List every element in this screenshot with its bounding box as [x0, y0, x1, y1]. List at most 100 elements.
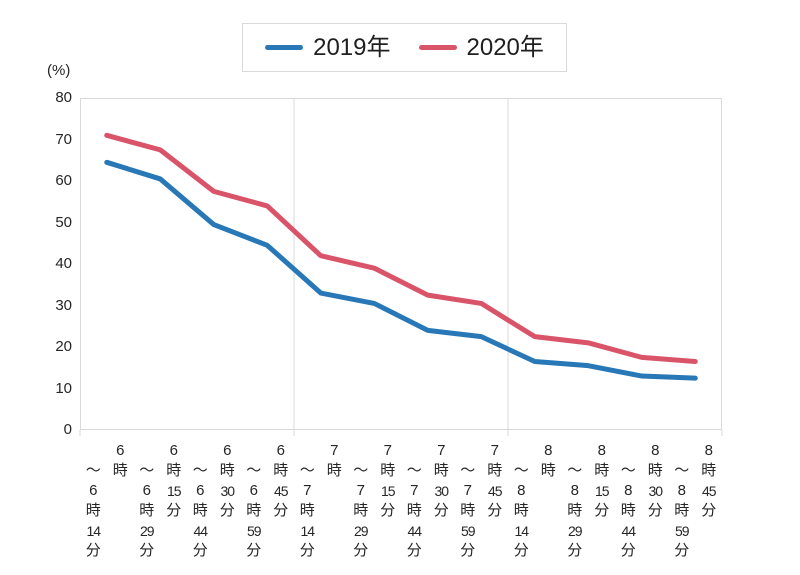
x-tick-label-char: 〜 [139, 462, 155, 479]
x-tick-label-char: 14 [300, 523, 315, 539]
x-tick-label-char: 7 [437, 442, 446, 459]
x-tick-label-char: 〜 [192, 462, 208, 479]
x-tick-label: 〜 7 時 44 分 7 時 30 分 [406, 441, 449, 561]
x-tick-label-char: 29 [139, 523, 155, 539]
x-tick-label-column: 8 時 30 分 [647, 441, 663, 561]
x-tick-label: 〜 7 時 29 分 7 時 15 分 [353, 441, 396, 561]
line-chart [79, 98, 723, 436]
x-tick-label-char: 分 [139, 542, 155, 559]
x-tick-label-char: 時 [567, 502, 583, 519]
x-tick-label-char: 分 [647, 502, 663, 519]
x-tick-label-char: 分 [353, 542, 369, 559]
x-tick-label-char: 時 [674, 502, 690, 519]
y-tick-label-10: 10 [55, 379, 72, 397]
x-tick-label-char: 分 [380, 502, 396, 519]
x-tick-label-char: 分 [433, 502, 449, 519]
x-tick-label-column: 〜 8 時 29 分 [567, 461, 583, 561]
x-tick-label-char: 7 [383, 442, 392, 459]
x-tick-label-column: 〜 6 時 14 分 [85, 461, 101, 561]
x-tick-label-char: 時 [166, 462, 182, 479]
x-tick-label-char: 〜 [460, 462, 476, 479]
x-tick-label-char: 時 [246, 502, 262, 519]
x-tick-label-char: 時 [192, 502, 208, 519]
x-tick-label: 〜 8 時 29 分 8 時 15 分 [567, 441, 610, 561]
series-line-2020年 [104, 132, 698, 365]
x-tick-label-column: 〜 7 時 29 分 [353, 461, 369, 561]
x-tick-label-char: 分 [246, 542, 262, 559]
legend: 2019年 2020年 [242, 23, 567, 72]
x-tick-label-char: 時 [513, 502, 529, 519]
y-tick-label-20: 20 [55, 338, 72, 355]
x-tick-label-char: 時 [594, 462, 610, 479]
x-tick-label-char: 45 [273, 483, 289, 499]
x-tick-label-char: 分 [192, 542, 208, 559]
x-tick-label-char: 〜 [299, 462, 315, 479]
legend-label-2019: 2019年 [313, 33, 391, 61]
x-tick-label-char: 6 [169, 442, 178, 459]
x-tick-label-char: 8 [651, 442, 660, 459]
x-tick-label-char: 時 [273, 462, 289, 479]
y-tick-label-70: 70 [55, 130, 72, 148]
x-tick-label-column: 〜 6 時 44 分 [192, 461, 208, 561]
x-tick-label-char: 15 [166, 483, 182, 499]
x-tick-label-char: 〜 [674, 462, 690, 479]
x-tick-label-char: 14 [514, 523, 529, 539]
y-tick-label-0: 0 [63, 421, 72, 438]
legend-item-2019: 2019年 [265, 33, 391, 61]
x-tick-label-char: 59 [460, 523, 476, 539]
x-tick-label: 〜 6 時 44 分 6 時 30 分 [192, 441, 235, 561]
y-tick-label-30: 30 [55, 296, 72, 314]
y-tick-label-80: 80 [55, 89, 72, 106]
x-tick-label-char: 8 [704, 442, 713, 459]
legend-line-swatch-2020 [418, 45, 457, 50]
x-tick-label-column: 8 時 45 分 [701, 441, 717, 561]
x-tick-label-char: 30 [220, 483, 235, 499]
x-tick-label-char: 〜 [85, 462, 101, 479]
x-tick-label-char: 時 [139, 502, 155, 519]
x-tick-label-char: 分 [406, 542, 422, 559]
x-tick-label-char: 分 [674, 542, 690, 559]
x-tick-label-char: 7 [410, 482, 419, 499]
x-tick-label-column: 8 時 15 分 [594, 441, 610, 561]
x-tick-label-char: 6 [249, 482, 258, 499]
x-tick-label-column: 〜 7 時 59 分 [460, 461, 476, 561]
x-tick-label-char: 7 [463, 482, 472, 499]
x-tick-label-column: 〜 8 時 44 分 [620, 461, 636, 561]
x-tick-label-char: 分 [166, 502, 182, 519]
x-tick-label-column: 7 時 45 分 [487, 441, 503, 561]
x-tick-label-char: 〜 [567, 462, 583, 479]
y-tick-label-40: 40 [55, 255, 72, 272]
x-tick-label: 〜 7 時 14 分 7 時 [299, 441, 342, 561]
series-line-2019年 [104, 159, 698, 381]
x-tick-label-char: 44 [407, 523, 422, 539]
y-axis-unit-label: (%) [47, 62, 71, 79]
x-tick-label-char: 8 [570, 482, 579, 499]
x-tick-label-char: 時 [460, 502, 476, 519]
x-tick-label: 〜 8 時 44 分 8 時 30 分 [620, 441, 663, 561]
x-tick-label: 〜 7 時 59 分 7 時 45 分 [460, 441, 503, 561]
x-tick-label-column: 6 時 30 分 [219, 441, 235, 561]
x-tick-label-char: 6 [223, 442, 232, 459]
x-tick-label-char: 〜 [620, 462, 636, 479]
x-tick-label-char: 44 [621, 523, 636, 539]
x-tick-label-char: 〜 [513, 462, 529, 479]
x-tick-label-char: 時 [353, 502, 369, 519]
x-tick-label-char: 7 [356, 482, 365, 499]
x-tick-label-char: 30 [648, 483, 663, 499]
x-tick-label-char: 分 [567, 542, 583, 559]
x-tick-label-char: 7 [303, 482, 312, 499]
x-tick-label-char: 30 [434, 483, 449, 499]
x-tick-label-char: 時 [219, 462, 235, 479]
x-tick-label-char: 6 [89, 482, 98, 499]
x-tick-label-column: 〜 8 時 14 分 [513, 461, 529, 561]
x-tick-label-char: 分 [701, 502, 717, 519]
x-tick-label-char: 8 [517, 482, 526, 499]
x-tick-label-column: 〜 8 時 59 分 [674, 461, 690, 561]
x-tick-label: 〜 6 時 59 分 6 時 45 分 [246, 441, 289, 561]
x-tick-label-char: 時 [701, 462, 717, 479]
x-tick-label-column: 6 時 15 分 [166, 441, 182, 561]
x-tick-label-char: 8 [624, 482, 633, 499]
x-tick-label: 〜 6 時 29 分 6 時 15 分 [139, 441, 182, 561]
x-tick-label-char: 時 [406, 502, 422, 519]
